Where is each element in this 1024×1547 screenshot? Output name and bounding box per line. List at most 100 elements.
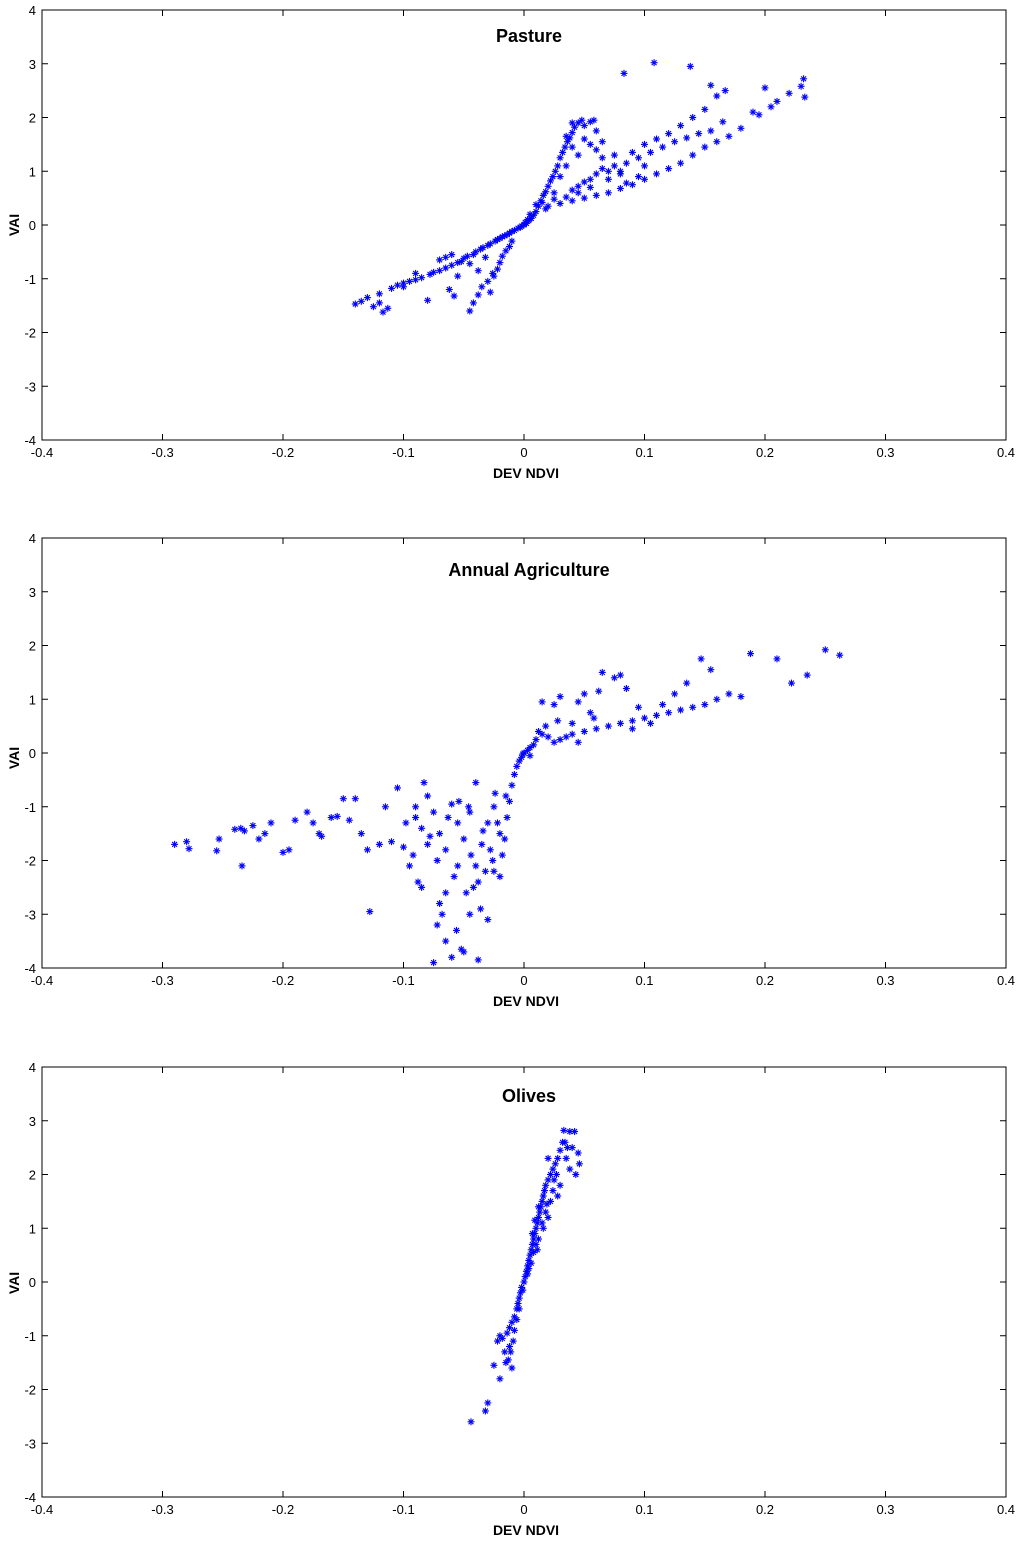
annual-agriculture-data-point bbox=[400, 843, 407, 851]
annual-agriculture-data-point bbox=[747, 650, 754, 658]
pasture-x-tick-label: 0.1 bbox=[635, 445, 653, 460]
pasture-x-tick-label: -0.3 bbox=[151, 445, 173, 460]
olives-x-tick-label: 0.2 bbox=[756, 1502, 774, 1517]
olives-data-point bbox=[542, 1208, 550, 1216]
pasture-data-point bbox=[450, 292, 458, 300]
pasture-data-point bbox=[568, 129, 576, 137]
pasture-y-axis-label: VAI bbox=[6, 214, 22, 236]
olives-data-point bbox=[535, 1214, 542, 1221]
pasture-data-point bbox=[474, 291, 482, 299]
annual-agriculture-data-point bbox=[665, 709, 673, 717]
olives-data-point bbox=[509, 1337, 517, 1345]
annual-agriculture-y-tick-label: -2 bbox=[24, 854, 36, 869]
pasture-data-point bbox=[635, 154, 642, 162]
pasture-data-point bbox=[375, 290, 383, 298]
olives-data-point bbox=[547, 1197, 554, 1205]
pasture-data-point bbox=[689, 114, 697, 121]
pasture-data-point bbox=[695, 130, 703, 138]
olives-y-axis-label: VAI bbox=[6, 1272, 22, 1294]
pasture-data-point bbox=[448, 261, 456, 269]
pasture-data-point bbox=[418, 274, 426, 282]
pasture-data-point bbox=[547, 177, 554, 185]
annual-agriculture-data-point bbox=[430, 808, 438, 816]
pasture-data-point bbox=[616, 185, 624, 192]
pasture-data-point bbox=[544, 182, 552, 190]
annual-agriculture-data-point bbox=[616, 719, 624, 727]
olives-data-point bbox=[550, 1176, 558, 1184]
olives-data-point bbox=[538, 1197, 546, 1205]
olives-data-point bbox=[539, 1192, 547, 1200]
olives-data-point bbox=[554, 1192, 562, 1200]
annual-agriculture-data-point bbox=[424, 840, 432, 848]
pasture-data-point bbox=[568, 197, 576, 205]
olives-x-tick-label: -0.4 bbox=[31, 1502, 53, 1517]
annual-agriculture-data-point bbox=[430, 959, 438, 967]
olives-data-point bbox=[572, 1171, 580, 1178]
pasture-x-tick-label: 0.4 bbox=[997, 445, 1015, 460]
pasture-data-point bbox=[556, 154, 564, 162]
pasture-x-tick-label: -0.1 bbox=[392, 445, 414, 460]
pasture-data-point bbox=[755, 111, 763, 119]
olives-data-point bbox=[530, 1248, 538, 1256]
pasture-data-point bbox=[647, 148, 654, 156]
olives-data-point bbox=[538, 1219, 546, 1227]
annual-agriculture-data-point bbox=[185, 845, 193, 853]
annual-agriculture-data-point bbox=[647, 719, 654, 727]
olives-data-point bbox=[532, 1240, 540, 1248]
annual-agriculture-data-point bbox=[554, 717, 562, 725]
annual-agriculture-data-point bbox=[318, 832, 326, 840]
pasture-data-point bbox=[650, 59, 658, 67]
olives-data-point bbox=[520, 1278, 528, 1286]
pasture-data-point bbox=[561, 143, 569, 151]
pasture-data-point bbox=[580, 194, 588, 202]
annual-agriculture-data-point bbox=[406, 862, 413, 870]
annual-agriculture-x-axis-label: DEV NDVI bbox=[493, 993, 559, 1009]
annual-agriculture-data-point bbox=[424, 792, 432, 800]
annual-agriculture-data-point bbox=[526, 752, 534, 760]
pasture-data-point bbox=[616, 167, 624, 175]
pasture-data-point bbox=[574, 119, 582, 127]
annual-agriculture-data-point bbox=[438, 910, 446, 918]
olives-data-point bbox=[541, 1187, 548, 1195]
annual-agriculture-data-point bbox=[496, 873, 504, 881]
annual-agriculture-data-point bbox=[524, 746, 532, 754]
annual-agriculture-data-point bbox=[467, 851, 475, 859]
annual-agriculture-data-point bbox=[713, 695, 721, 703]
pasture-data-point bbox=[436, 256, 444, 264]
pasture-data-point bbox=[586, 183, 594, 191]
annual-agriculture-data-point bbox=[285, 846, 293, 854]
annual-agriculture-x-tick-label: -0.4 bbox=[31, 973, 53, 988]
annual-agriculture-data-point bbox=[388, 838, 395, 846]
pasture-y-tick-label: 3 bbox=[29, 57, 36, 72]
pasture-y-tick-label: -4 bbox=[24, 433, 36, 448]
pasture-data-point bbox=[542, 205, 550, 213]
annual-agriculture-data-point bbox=[171, 840, 179, 848]
pasture-data-point bbox=[604, 189, 612, 197]
olives-data-point bbox=[508, 1364, 516, 1372]
pasture-data-point bbox=[800, 75, 808, 83]
pasture-data-point bbox=[448, 251, 456, 259]
annual-agriculture-data-point bbox=[508, 781, 516, 789]
pasture-data-point bbox=[635, 173, 642, 181]
annual-agriculture-data-point bbox=[339, 795, 347, 803]
pasture-data-point bbox=[610, 151, 618, 159]
pasture-data-point bbox=[508, 237, 516, 245]
pasture-data-point bbox=[506, 229, 513, 237]
pasture-data-point bbox=[524, 216, 532, 224]
pasture-data-point bbox=[556, 173, 564, 181]
olives-y-tick-label: -3 bbox=[24, 1436, 36, 1451]
pasture-data-point bbox=[713, 92, 721, 100]
pasture-data-point bbox=[721, 87, 729, 95]
pasture-data-point bbox=[472, 248, 480, 256]
pasture-data-point bbox=[598, 165, 606, 173]
annual-agriculture-data-point bbox=[442, 889, 450, 897]
pasture-data-point bbox=[466, 260, 474, 268]
annual-agriculture-data-point bbox=[510, 771, 518, 778]
annual-agriculture-y-tick-label: -4 bbox=[24, 961, 36, 976]
annual-agriculture-x-tick-label: 0.4 bbox=[997, 973, 1015, 988]
olives-y-tick-label: 4 bbox=[29, 1060, 36, 1075]
annual-agriculture-data-point bbox=[574, 738, 582, 746]
pasture-data-point bbox=[479, 244, 487, 252]
annual-agriculture-data-point bbox=[653, 711, 660, 719]
